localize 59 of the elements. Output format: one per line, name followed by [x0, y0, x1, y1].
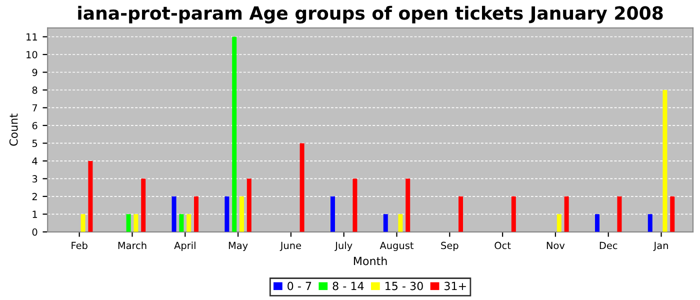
bar	[246, 178, 252, 232]
y-tick-label: 4	[32, 158, 38, 165]
chart-title: iana-prot-param Age groups of open tickets January 2008	[78, 6, 663, 24]
x-tick-label: August	[380, 242, 414, 252]
bar	[134, 214, 138, 232]
y-tick-label: 5	[32, 140, 38, 148]
y-tick-label: 6	[32, 122, 38, 130]
y-tick-label: 8	[32, 86, 38, 94]
x-tick-label: April	[174, 242, 196, 252]
bar	[240, 196, 244, 232]
legend-label: 15 - 30	[386, 282, 423, 290]
bar	[564, 196, 569, 232]
x-tick-label: March	[118, 242, 146, 250]
x-tick-label: Oct	[494, 242, 511, 250]
bar	[179, 214, 184, 232]
y-tick-label: 10	[26, 50, 38, 58]
bar	[406, 178, 410, 232]
bar	[458, 196, 464, 232]
bar	[662, 90, 668, 232]
bar	[300, 143, 304, 232]
x-tick-label: May	[228, 242, 248, 252]
legend-label: 31+	[444, 282, 466, 290]
x-tick-label: Jan	[653, 242, 668, 251]
bar	[330, 196, 335, 232]
bar	[383, 214, 388, 232]
bar	[141, 178, 146, 232]
bar	[88, 160, 93, 232]
bar	[352, 178, 358, 232]
y-tick-label: 0	[32, 228, 38, 236]
bar	[172, 196, 176, 232]
y-tick-label: 7	[32, 104, 38, 112]
x-tick-label: Dec	[600, 242, 618, 250]
bar	[398, 214, 403, 232]
y-tick-label: 2	[32, 192, 37, 200]
bar	[595, 214, 600, 232]
bar	[224, 196, 230, 232]
bar	[556, 214, 562, 232]
bar	[617, 196, 622, 232]
x-tick-label: June	[280, 242, 302, 251]
bar	[186, 214, 192, 232]
y-tick-label: 3	[32, 175, 38, 183]
bar	[80, 214, 86, 232]
x-tick-label: July	[334, 242, 352, 252]
legend-label: 0 - 7	[288, 282, 312, 290]
y-tick-label: 1	[32, 210, 37, 218]
x-axis-title: Month	[354, 256, 387, 266]
x-tick-label: Sep	[441, 242, 458, 252]
bar	[670, 196, 675, 232]
x-tick-label: Feb	[72, 242, 88, 250]
bar	[511, 196, 516, 232]
legend-label: 8 - 14	[332, 282, 364, 290]
bar	[648, 214, 652, 232]
y-tick-label: 11	[26, 33, 37, 40]
y-axis-title: Count	[9, 114, 18, 146]
bar	[194, 196, 198, 232]
x-tick-label: Nov	[546, 242, 565, 250]
bar	[232, 36, 237, 232]
y-tick-label: 9	[32, 68, 38, 76]
bar	[126, 214, 131, 232]
